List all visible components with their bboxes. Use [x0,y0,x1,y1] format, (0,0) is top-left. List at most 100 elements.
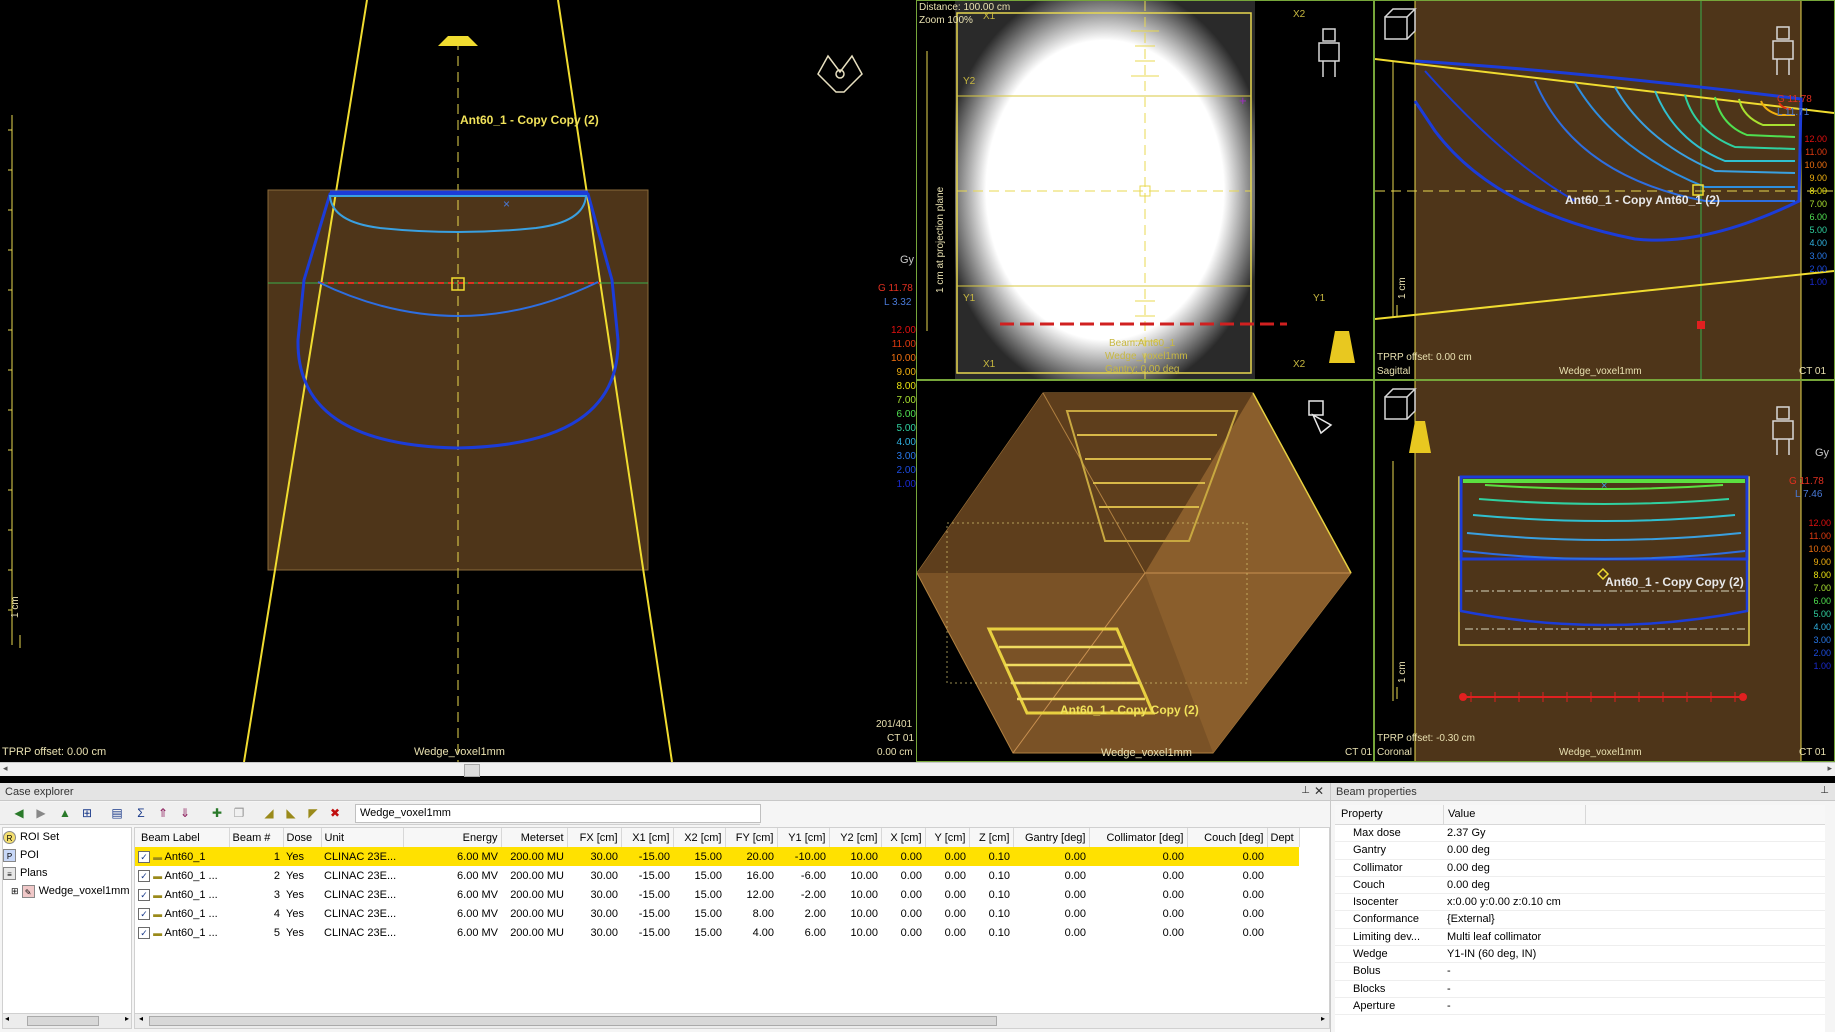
coronal-beam-label: Ant60_1 - Copy Copy (2) [1605,575,1744,589]
property-name: Gantry [1353,844,1387,857]
col-y1[interactable]: Y1 [cm] [777,828,830,847]
col-energy[interactable]: Energy [403,828,502,847]
back-arrow-icon[interactable]: ◀ [14,806,24,820]
property-name: Bolus [1353,965,1381,978]
table-cell: 0.00 [1013,847,1089,866]
beam-checkbox[interactable]: ✓ [138,869,150,882]
col-beam-label[interactable]: Beam Label [135,828,230,847]
transverse-view[interactable]: × Ant60_1 - Copy Copy (2) Gy G 11.78 L 3… [0,0,916,762]
scroll-right-icon[interactable]: ▸ [1827,763,1832,773]
col-y2[interactable]: Y2 [cm] [829,828,882,847]
expand-icon[interactable]: ⊞ [11,886,19,896]
scroll-left-icon[interactable]: ◂ [3,763,8,773]
beam-checkbox[interactable]: ✓ [138,850,150,863]
add-beam-icon[interactable]: ✚ [211,806,223,820]
col-value[interactable]: Value [1443,805,1475,824]
table-cell: Yes [286,926,304,939]
property-row[interactable]: Blocks - [1335,981,1825,998]
table-cell [1267,847,1299,866]
tree-item-plans[interactable]: ≡ Plans [3,864,131,882]
jaw-y2-left: Y2 [963,76,976,87]
table-row[interactable]: ✓ ▬ Ant60_1 ... 3 Yes CLINAC 23E... 6.00 MV 2… [135,885,1299,904]
view-scrollbar[interactable]: ◂ ▸ [0,762,1835,777]
col-depth[interactable]: Dept [1267,828,1300,847]
col-x2[interactable]: X2 [cm] [673,828,726,847]
table-row[interactable]: ✓ ▬ Ant60_1 1 Yes CLINAC 23E... 6.00 MV 200.0… [135,847,1299,866]
move-up-icon[interactable]: ⇑ [157,806,169,820]
up-arrow-icon[interactable]: ▲ [59,806,71,820]
coronal-view[interactable]: × Gy Ant60_1 - Copy Copy (2) G 11.78 L 7… [1374,380,1835,762]
property-row[interactable]: Wedge Y1-IN (60 deg, IN) [1335,946,1825,964]
case-toolbar: ◀ ▶ ▲ ⊞ ▤ Σ ⇑ ⇓ ✚ ❐ ◢ ◣ ◤ ✖ Wedge_voxel1… [0,802,761,825]
tree-item-plan[interactable]: ⊞ ✎ Wedge_voxel1mm [11,884,130,898]
property-row[interactable]: Couch 0.00 deg [1335,877,1825,895]
col-beam-number[interactable]: Beam # [229,828,284,847]
property-name: Aperture [1353,999,1396,1012]
table-row[interactable]: ✓ ▬ Ant60_1 ... 2 Yes CLINAC 23E... 6.00 MV 2… [135,866,1299,885]
table-cell: 2 [273,869,280,882]
col-z[interactable]: Z [cm] [969,828,1014,847]
table-cell: 0.00 [944,869,966,882]
coronal-scale: 1 cm [1397,661,1408,683]
table-cell: 10.00 [850,869,878,882]
property-row[interactable]: Aperture - [1335,998,1825,1016]
tree-item-poi[interactable]: P POI [3,846,131,864]
col-couch[interactable]: Couch [deg] [1187,828,1268,847]
pin-icon[interactable]: ⊥ [1820,785,1829,796]
table-cell: 0.10 [969,847,1013,866]
grid-view-icon[interactable]: ⊞ [81,806,93,820]
delete-icon[interactable]: ✖ [329,806,341,820]
table-row[interactable]: ✓ ▬ Ant60_1 ... 5 Yes CLINAC 23E... 6.00 MV 2… [135,923,1299,942]
table-cell: 0.00 [900,888,922,901]
property-row[interactable]: Gantry 0.00 deg [1335,842,1825,860]
scroll-thumb[interactable] [464,764,480,777]
property-row[interactable]: Max dose 2.37 Gy [1335,825,1825,843]
move-down-icon[interactable]: ⇓ [179,806,191,820]
pin-icon[interactable]: ⊥ [1301,785,1310,796]
property-value: 0.00 deg [1447,878,1490,891]
beam-list-icon[interactable]: ▤ [111,806,123,820]
table-row[interactable]: ✓ ▬ Ant60_1 ... 4 Yes CLINAC 23E... 6.00 MV 2… [135,904,1299,923]
sagittal-orient: Sagittal [1377,366,1411,377]
property-row[interactable]: Isocenter x:0.00 y:0.00 z:0.10 cm [1335,894,1825,912]
table-cell: -2.00 [800,888,826,901]
table-cell: 15.00 [694,869,722,882]
property-row[interactable]: Limiting dev... Multi leaf collimator [1335,929,1825,947]
property-row[interactable]: Conformance {External} [1335,911,1825,929]
beam-checkbox[interactable]: ✓ [138,907,150,920]
table-scroll-thumb[interactable] [149,1016,997,1026]
forward-arrow-icon[interactable]: ▶ [36,806,46,820]
copy-beam-icon[interactable]: ❐ [233,806,245,820]
col-collimator[interactable]: Collimator [deg] [1089,828,1188,847]
beams-eye-view[interactable]: + Distance: 100.00 cm Zoom 100% X1 X2 Y2… [916,0,1374,380]
tree-hscroll[interactable]: ◂ ▸ [2,1013,132,1029]
property-row[interactable]: Collimator 0.00 deg [1335,860,1825,877]
col-dose[interactable]: Dose [283,828,322,847]
wedge-remove-icon[interactable]: ◤ [308,806,318,820]
wedge-edit-icon[interactable]: ◣ [286,806,296,820]
col-y[interactable]: Y [cm] [925,828,970,847]
col-x[interactable]: X [cm] [881,828,926,847]
table-hscroll[interactable]: ◂ ▸ [134,1013,1330,1029]
col-gantry[interactable]: Gantry [deg] [1013,828,1090,847]
table-cell: 15.00 [694,888,722,901]
beam-checkbox[interactable]: ✓ [138,888,150,901]
col-fy[interactable]: FY [cm] [725,828,778,847]
sagittal-view[interactable]: Gy Ant60_1 - Copy Ant60_1 (2) G 11.78 L … [1374,0,1835,380]
sum-icon[interactable]: Σ [137,806,145,820]
col-property[interactable]: Property [1341,808,1383,820]
col-meterset[interactable]: Meterset [501,828,568,847]
property-row[interactable]: Bolus - [1335,963,1825,981]
threed-beam-label: Ant60_1 - Copy Copy (2) [1060,703,1199,717]
three-d-view[interactable]: Ant60_1 - Copy Copy (2) Wedge_voxel1mm C… [916,380,1374,762]
col-fx[interactable]: FX [cm] [567,828,622,847]
col-unit[interactable]: Unit [321,828,404,847]
tree-item-roi-set[interactable]: R ROI Set [3,828,131,846]
dataset-field[interactable]: Wedge_voxel1mm [355,804,761,823]
table-cell: 20.00 [725,847,777,866]
col-x1[interactable]: X1 [cm] [621,828,674,847]
table-cell: 4 [273,907,280,920]
beam-checkbox[interactable]: ✓ [138,926,150,939]
close-icon[interactable]: ✕ [1313,784,1324,798]
wedge-add-icon[interactable]: ◢ [264,806,274,820]
